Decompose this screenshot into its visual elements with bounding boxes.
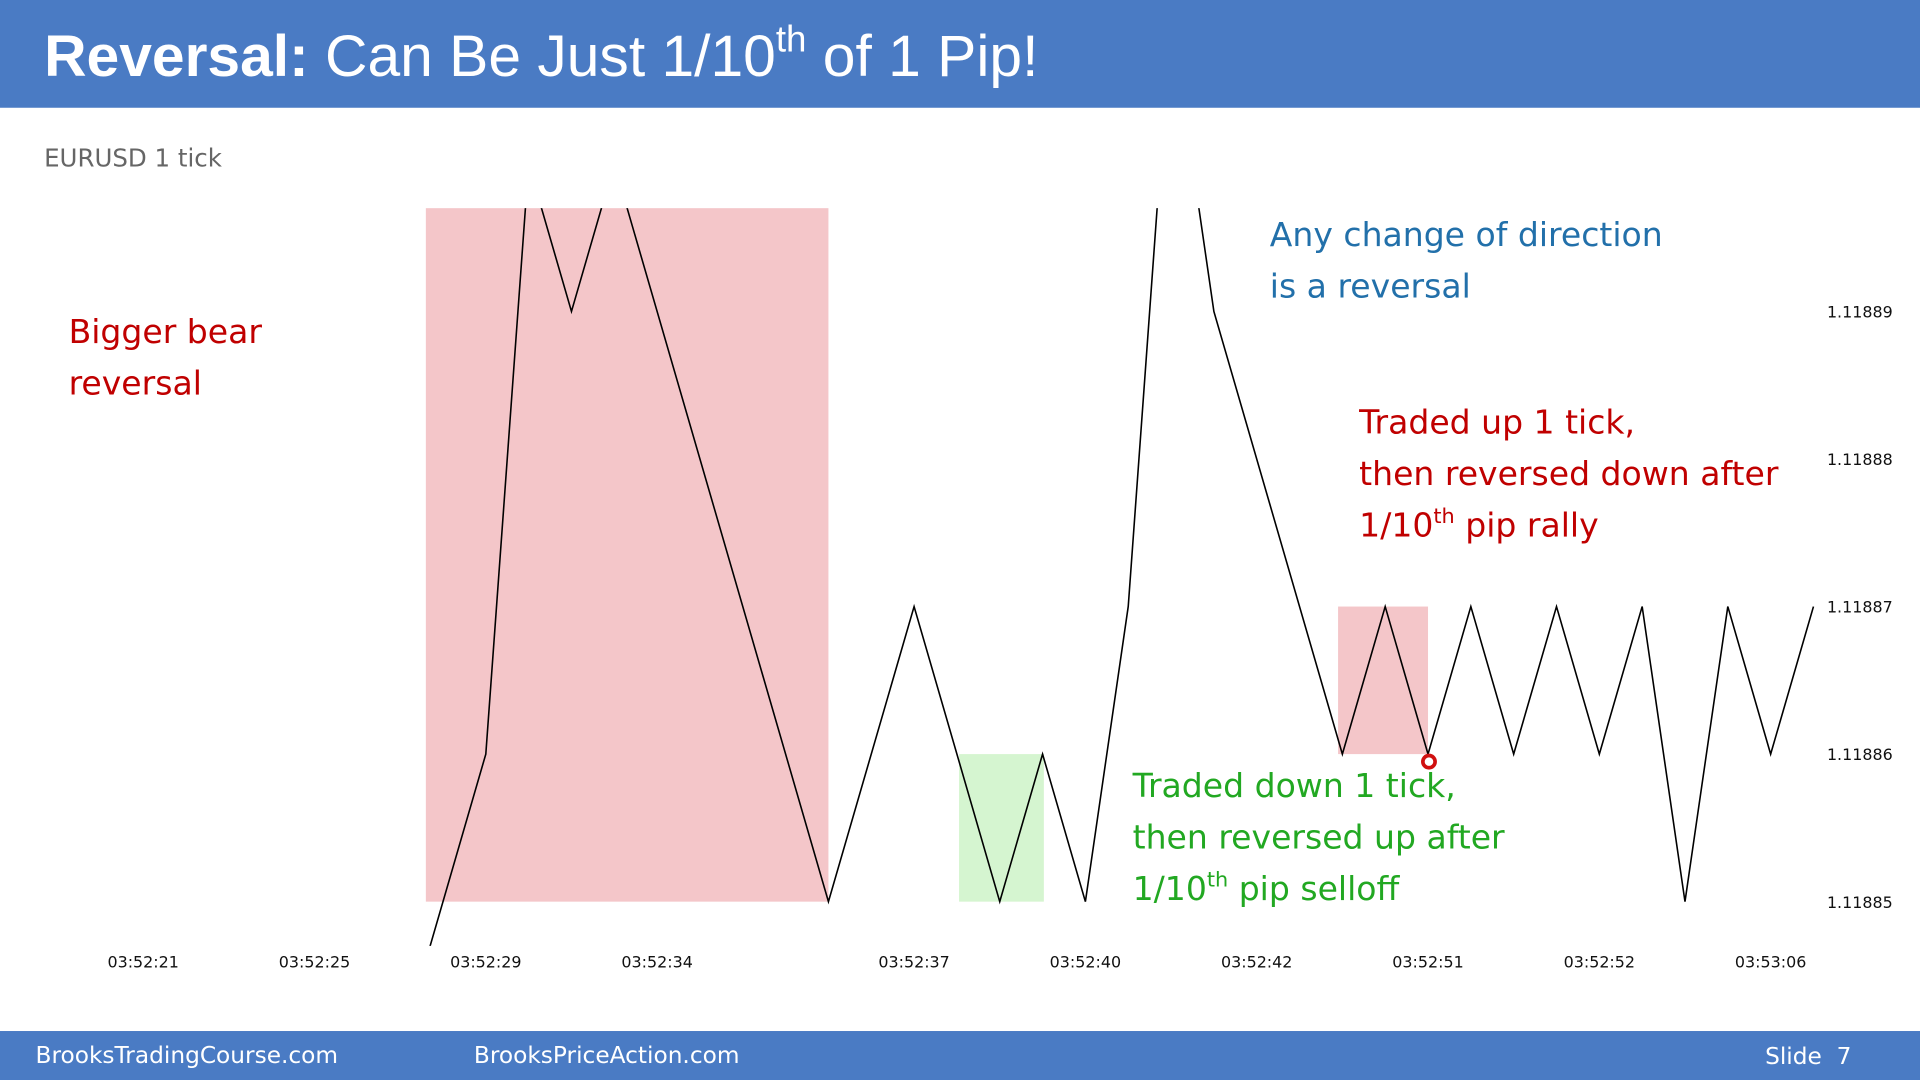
highlight-box bbox=[425, 208, 829, 902]
footer-center: BrooksPriceAction.com bbox=[474, 1042, 740, 1069]
annotation: Any change of direction bbox=[1270, 215, 1663, 254]
x-tick-label: 03:52:51 bbox=[1392, 952, 1463, 971]
x-tick-label: 03:52:37 bbox=[878, 952, 949, 971]
title-bold: Reversal: bbox=[44, 24, 309, 89]
chart-subtitle: EURUSD 1 tick bbox=[44, 144, 223, 173]
annotation: then reversed down after bbox=[1359, 454, 1779, 493]
annotation: 1/10th pip rally bbox=[1359, 504, 1598, 544]
y-tick-label: 1.11889 bbox=[1827, 303, 1893, 322]
y-tick-label: 1.11888 bbox=[1827, 450, 1893, 469]
footer-right: Slide 7 bbox=[1765, 1043, 1851, 1070]
title-sup: th bbox=[776, 18, 807, 59]
x-tick-label: 03:52:29 bbox=[450, 952, 521, 971]
highlight-box bbox=[1338, 606, 1429, 755]
footer-left: BrooksTradingCourse.com bbox=[36, 1042, 339, 1069]
annotation-sup: th bbox=[1433, 504, 1454, 528]
plot: 1.11885 1.11886 1.11887 1.11888 1.11889 03:52… bbox=[69, 208, 1893, 971]
annotation-sup: th bbox=[1207, 868, 1228, 892]
x-tick-label: 03:52:25 bbox=[279, 952, 350, 971]
header-bar bbox=[0, 0, 1920, 108]
annotation: 1/10th pip selloff bbox=[1133, 868, 1401, 908]
slide-title: Reversal: Can Be Just 1/10th of 1 Pip! bbox=[44, 18, 1038, 88]
annotation: reversal bbox=[69, 363, 202, 402]
annotation-text: 1/10 bbox=[1133, 869, 1207, 908]
y-tick-label: 1.11886 bbox=[1827, 745, 1893, 764]
y-tick-label: 1.11885 bbox=[1827, 893, 1893, 912]
x-tick-label: 03:52:40 bbox=[1050, 952, 1121, 971]
annotation-text: pip rally bbox=[1455, 505, 1599, 544]
title-text: of 1 Pip! bbox=[806, 24, 1038, 89]
x-tick-label: 03:52:42 bbox=[1221, 952, 1292, 971]
annotation: Traded down 1 tick, bbox=[1132, 766, 1456, 805]
annotation: is a reversal bbox=[1270, 267, 1471, 306]
annotation-text: 1/10 bbox=[1359, 505, 1433, 544]
price-line bbox=[429, 208, 1815, 946]
cursor-dot bbox=[1421, 753, 1437, 770]
footer-bar bbox=[0, 1031, 1920, 1080]
x-tick-label: 03:52:52 bbox=[1564, 952, 1635, 971]
x-tick-label: 03:52:34 bbox=[621, 952, 692, 971]
x-tick-label: 03:52:21 bbox=[107, 952, 178, 971]
title-text: Can Be Just 1/10 bbox=[309, 24, 776, 89]
highlight-box bbox=[959, 754, 1044, 902]
annotation: Traded up 1 tick, bbox=[1358, 402, 1635, 441]
annotation-text: pip selloff bbox=[1228, 869, 1400, 908]
annotation: then reversed up after bbox=[1133, 818, 1505, 857]
annotation: Bigger bear bbox=[69, 312, 263, 351]
x-tick-label: 03:53:06 bbox=[1735, 952, 1806, 971]
y-tick-label: 1.11887 bbox=[1827, 598, 1893, 617]
